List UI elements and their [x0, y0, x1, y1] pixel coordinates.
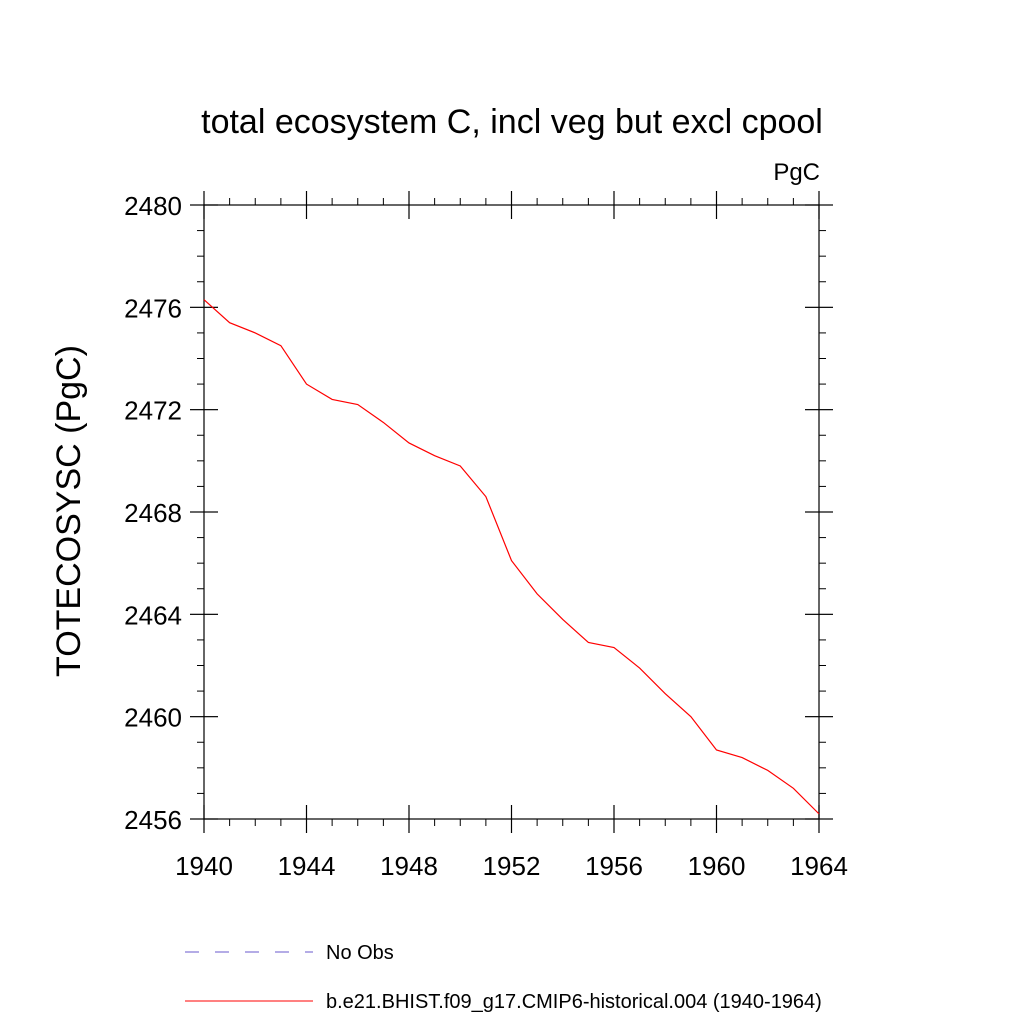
units-label: PgC [773, 159, 820, 186]
y-tick-label: 2460 [124, 703, 182, 733]
y-tick-label: 2456 [124, 805, 182, 835]
x-tick-label: 1952 [483, 851, 541, 881]
legend-label: No Obs [326, 942, 394, 964]
legend-label: b.e21.BHIST.f09_g17.CMIP6-historical.004… [326, 991, 822, 1013]
x-tick-label: 1944 [278, 851, 336, 881]
series-line [203, 299, 820, 815]
x-tick-label: 1948 [380, 851, 438, 881]
plot-frame [203, 204, 820, 820]
legend: No Obs b.e21.BHIST.f09_g17.CMIP6-historic… [185, 942, 822, 1013]
y-tick-label: 2476 [124, 293, 182, 323]
chart-title: total ecosystem C, incl veg but excl cpo… [201, 103, 823, 141]
y-tick-label: 2472 [124, 396, 182, 426]
x-tick-label: 1960 [688, 851, 746, 881]
axis-ticks [190, 191, 833, 833]
y-axis-label: TOTECOSYSC (PgC) [50, 345, 88, 677]
x-tick-label: 1940 [175, 851, 233, 881]
y-tick-label: 2468 [124, 498, 182, 528]
tick-labels: 1940 1944 1948 1952 1956 1960 1964 2456 2460 2464… [124, 191, 848, 881]
x-tick-label: 1964 [790, 851, 848, 881]
series-layer [203, 299, 820, 815]
y-tick-label: 2464 [124, 600, 182, 630]
y-tick-label: 2480 [124, 191, 182, 221]
x-tick-label: 1956 [585, 851, 643, 881]
